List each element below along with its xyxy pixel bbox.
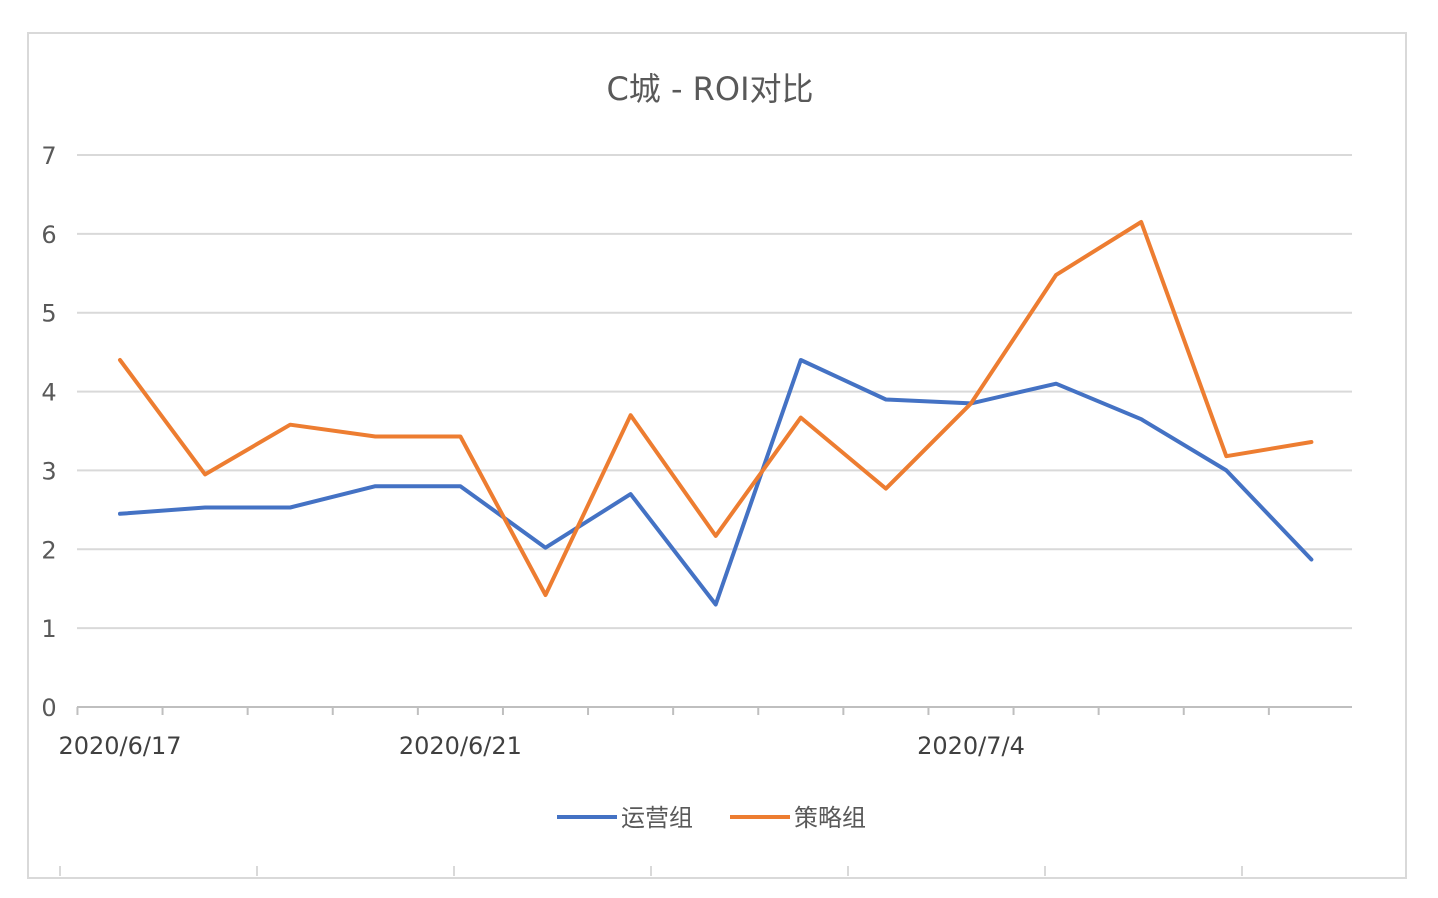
x-tick-label: 2020/7/4 [917,732,1025,760]
chart-title: C城 - ROI对比 [606,70,813,108]
x-tick-label: 2020/6/17 [58,732,181,760]
y-tick-label: 7 [41,142,56,170]
y-tick-label: 4 [41,379,56,407]
x-tick-label: 2020/6/21 [399,732,522,760]
chart-border [27,32,1407,879]
y-tick-label: 0 [41,694,56,722]
legend-label-2: 策略组 [794,804,866,832]
y-tick-label: 3 [41,457,56,485]
legend: 运营组 策略组 [557,804,866,832]
y-tick-label: 5 [41,300,56,328]
y-tick-label: 6 [41,221,56,249]
y-tick-label: 1 [41,615,56,643]
series-group [118,220,1314,607]
series-line-1 [118,358,1314,607]
y-tick-label: 2 [41,536,56,564]
series-line-2 [118,220,1314,597]
legend-label-1: 运营组 [621,804,693,832]
axes: 0 1 2 3 4 5 6 7 2020/6/17 2020/6/21 2020/7/4 [41,142,1352,876]
gridlines [77,154,1352,630]
